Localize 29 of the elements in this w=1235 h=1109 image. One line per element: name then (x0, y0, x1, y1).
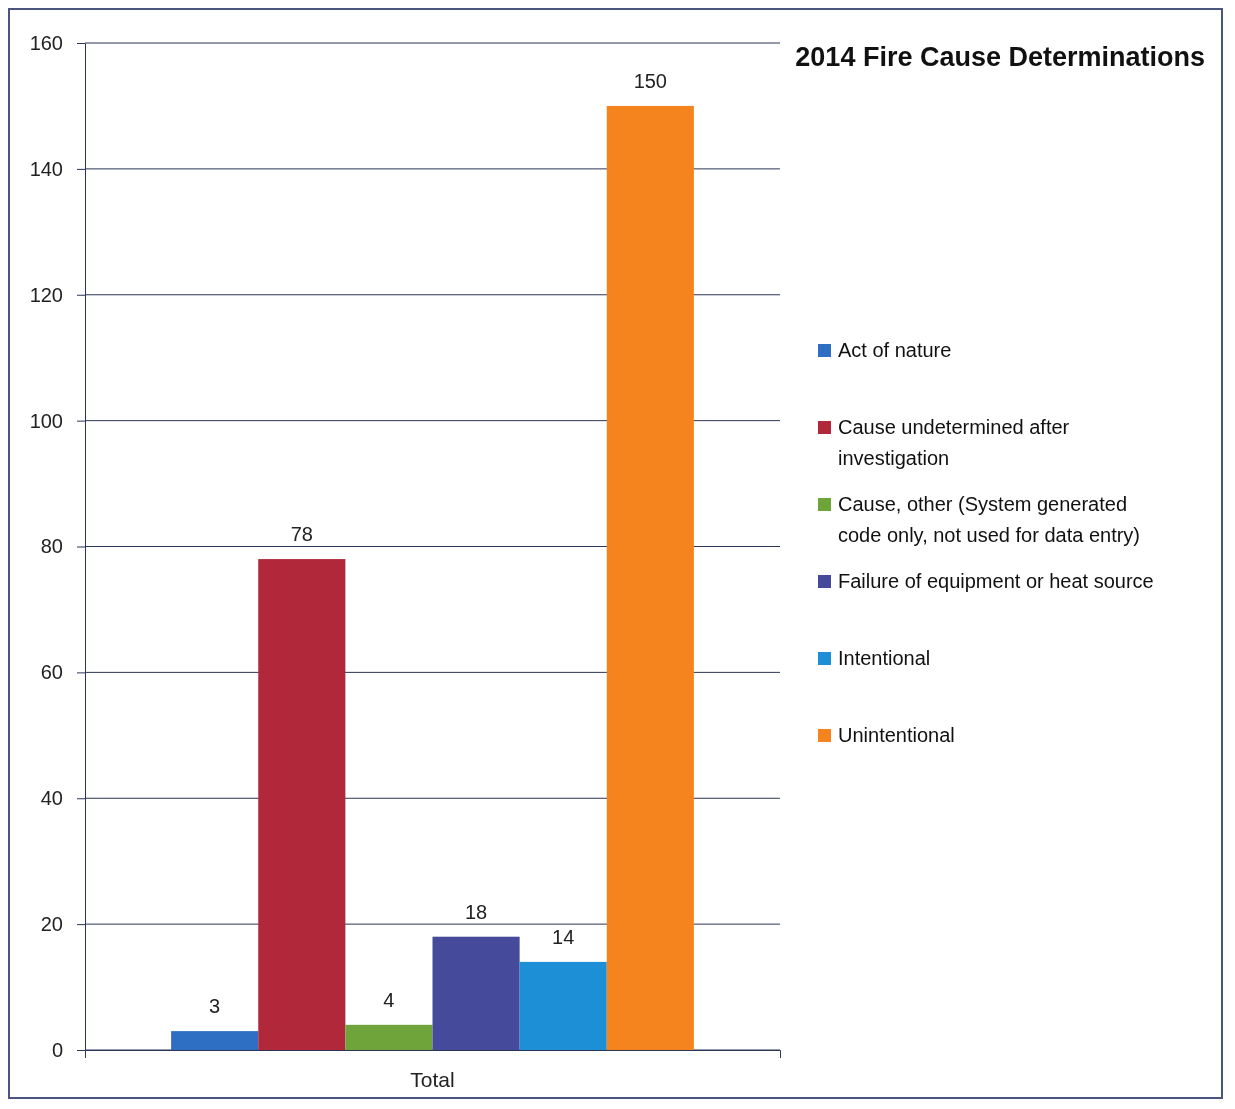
y-tick-label: 140 (29, 157, 63, 180)
legend-label: Intentional (838, 647, 931, 669)
y-tick-label: 60 (40, 661, 63, 684)
data-label: 3 (209, 995, 221, 1018)
bar (345, 1024, 433, 1051)
x-tick-label: Total (410, 1067, 455, 1091)
data-label: 18 (464, 900, 488, 923)
y-tick-label: 80 (40, 535, 63, 558)
y-tick-label: 20 (40, 913, 63, 936)
bar (606, 105, 694, 1050)
data-label: 150 (633, 69, 667, 92)
legend-label: Unintentional (838, 724, 955, 746)
bar (171, 1031, 259, 1050)
y-tick-label: 160 (29, 31, 63, 54)
data-label: 78 (290, 523, 313, 546)
bar (432, 936, 520, 1050)
legend-label: Cause undetermined after investigation (838, 416, 1070, 469)
y-tick-label: 40 (40, 787, 63, 810)
bar (258, 559, 346, 1050)
y-tick-label: 100 (29, 409, 63, 432)
text: 2014 Fire Cause Determinations (795, 42, 1205, 72)
data-label: 14 (552, 925, 575, 948)
bar (519, 961, 607, 1050)
legend-label: Cause, other (System generated code only, not used for data entry) (838, 493, 1141, 546)
legend-label: Failure of equipment or heat source (838, 570, 1154, 592)
y-tick-label: 0 (51, 1038, 63, 1061)
legend-label: Act of nature (838, 339, 952, 361)
data-label: 4 (383, 988, 395, 1011)
y-tick-label: 120 (29, 283, 63, 306)
